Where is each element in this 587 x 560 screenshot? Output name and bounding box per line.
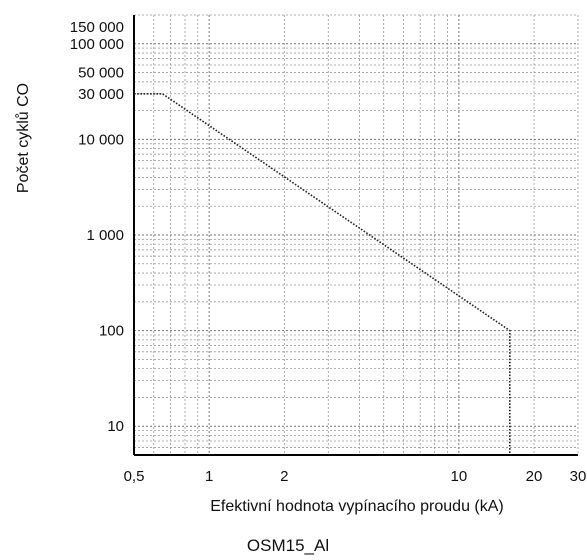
x-tick-label: 10 [451, 468, 468, 485]
y-tick-label: 30 000 [78, 86, 124, 103]
y-tick-label: 100 [99, 323, 124, 340]
y-tick-label: 1 000 [86, 227, 124, 244]
x-tick-label: 30 [570, 468, 587, 485]
y-tick-label: 10 [107, 418, 124, 435]
y-axis-title: Počet cyklů CO [14, 83, 32, 193]
grid [134, 14, 579, 456]
y-tick-label: 150 000 [70, 19, 124, 36]
chart-caption: OSM15_Al [247, 536, 329, 555]
x-tick-label: 0,5 [124, 468, 145, 485]
x-axis-title: Efektivní hodnota vypínacího proudu (kA) [210, 498, 504, 515]
axes [133, 15, 578, 456]
x-tick-label: 1 [205, 468, 213, 485]
y-tick-label: 100 000 [70, 36, 124, 53]
series-line [134, 93, 511, 455]
y-tick-label: 50 000 [78, 65, 124, 82]
series [134, 93, 511, 455]
tick-labels: 0,5 1 2 10 20 30 10 100 1 000 10 000 30 000 50 000 1… [70, 19, 587, 485]
y-tick-label: 10 000 [78, 131, 124, 148]
x-tick-label: 20 [526, 468, 543, 485]
x-tick-label: 2 [280, 468, 288, 485]
